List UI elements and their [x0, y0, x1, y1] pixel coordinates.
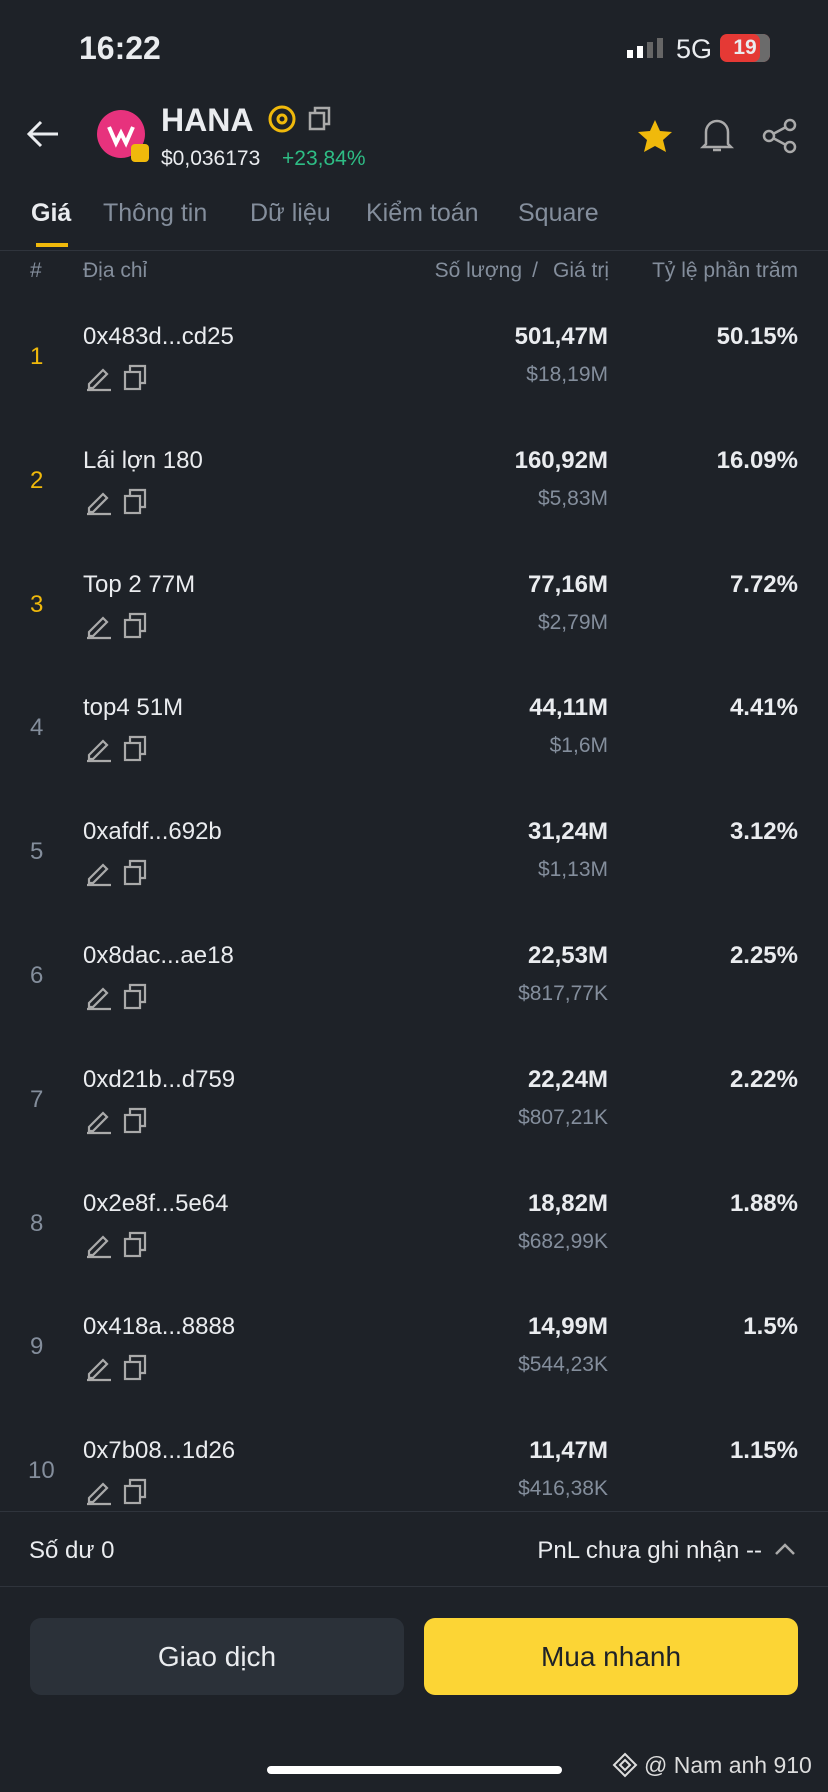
- value: $1,13M: [537, 858, 608, 882]
- column-header: Tỷ lệ phần trăm: [652, 259, 798, 282]
- value: $682,99K: [518, 1229, 608, 1253]
- amount: 11,47M: [529, 1437, 608, 1465]
- amount: 501,47M: [514, 323, 608, 350]
- amount: 22,24M: [527, 1065, 608, 1093]
- rank: 4: [30, 714, 44, 742]
- expand-icon[interactable]: [774, 1541, 796, 1557]
- back-button[interactable]: [26, 119, 60, 149]
- tab[interactable]: Giá: [31, 199, 72, 227]
- signal-icon: [627, 38, 663, 58]
- amount: 22,53M: [527, 942, 608, 969]
- percent: 3.12%: [729, 818, 798, 846]
- percent: 16.09%: [716, 446, 798, 474]
- rank: 10: [28, 1457, 55, 1485]
- tab[interactable]: Thông tin: [103, 199, 208, 227]
- row-actions[interactable]: [85, 1105, 155, 1135]
- percent: 2.25%: [729, 942, 798, 969]
- token-price: $0,036173: [161, 147, 261, 170]
- row-actions[interactable]: [85, 981, 155, 1011]
- tab[interactable]: Kiểm toán: [366, 199, 479, 227]
- address: 0xd21b...d759: [83, 1065, 236, 1093]
- token-icons: [268, 105, 331, 133]
- row-actions[interactable]: [85, 1229, 155, 1259]
- rank: 3: [30, 590, 44, 618]
- column-header: Giá trị: [552, 259, 609, 282]
- tab[interactable]: Square: [518, 199, 599, 227]
- percent: 50.15%: [716, 323, 798, 350]
- column-header: Địa chỉ: [83, 259, 148, 282]
- alert-button[interactable]: [700, 116, 734, 154]
- percent: 7.72%: [729, 570, 798, 598]
- network: 5G: [676, 34, 713, 64]
- column-header: #: [30, 259, 42, 282]
- trade-button[interactable]: Giao dịch: [30, 1618, 404, 1695]
- value: $416,38K: [518, 1477, 608, 1501]
- rank: 8: [30, 1209, 44, 1237]
- row-actions[interactable]: [85, 362, 155, 392]
- address: 0x7b08...1d26: [83, 1437, 236, 1465]
- amount: 31,24M: [527, 818, 608, 846]
- tab[interactable]: Dữ liệu: [250, 199, 331, 227]
- address: 0x2e8f...5e64: [83, 1189, 229, 1217]
- percent: 2.22%: [729, 1065, 798, 1093]
- battery: 19: [720, 34, 770, 62]
- address: Top 2 77M: [83, 570, 196, 598]
- address: 0x8dac...ae18: [83, 942, 234, 969]
- address: top4 51M: [83, 694, 184, 722]
- amount: 77,16M: [527, 570, 608, 598]
- percent: 1.5%: [743, 1313, 798, 1341]
- status-time: 16:22: [79, 30, 161, 66]
- address: Lái lợn 180: [83, 446, 203, 474]
- pnl[interactable]: PnL chưa ghi nhận --: [537, 1537, 762, 1564]
- rank: 1: [30, 343, 44, 370]
- amount: 160,92M: [514, 446, 608, 474]
- row-actions[interactable]: [85, 1352, 155, 1382]
- rank: 9: [30, 1333, 44, 1361]
- rank: 6: [30, 962, 44, 989]
- watermark-logo: [612, 1752, 638, 1778]
- amount: 18,82M: [527, 1189, 608, 1217]
- tab-indicator: [36, 243, 68, 247]
- favorite-button[interactable]: [636, 118, 674, 154]
- amount: 14,99M: [527, 1313, 608, 1341]
- row-actions[interactable]: [85, 733, 155, 763]
- divider: [0, 1511, 828, 1512]
- value: $1,6M: [549, 734, 608, 758]
- token-logo: [97, 110, 149, 162]
- address: 0x418a...8888: [83, 1313, 236, 1341]
- value: $544,23K: [518, 1353, 608, 1377]
- balance: Số dư 0: [29, 1537, 115, 1564]
- watermark: @ Nam anh 910: [644, 1752, 812, 1778]
- column-header: /: [532, 259, 538, 282]
- amount: 44,11M: [529, 694, 608, 722]
- divider: [0, 250, 828, 251]
- rank: 2: [30, 466, 44, 494]
- value: $5,83M: [537, 486, 608, 510]
- column-header: Số lượng: [434, 259, 522, 282]
- quick-buy-button[interactable]: Mua nhanh: [424, 1618, 798, 1695]
- rank: 5: [30, 838, 44, 866]
- address: 0xafdf...692b: [83, 818, 222, 846]
- home-indicator: [267, 1766, 562, 1774]
- share-button[interactable]: [762, 118, 798, 154]
- value: $2,79M: [537, 610, 608, 634]
- percent: 4.41%: [729, 694, 798, 722]
- address: 0x483d...cd25: [83, 323, 234, 350]
- divider: [0, 1586, 828, 1587]
- row-actions[interactable]: [85, 486, 155, 516]
- percent: 1.88%: [729, 1189, 798, 1217]
- row-actions[interactable]: [85, 610, 155, 640]
- row-actions[interactable]: [85, 857, 155, 887]
- value: $18,19M: [526, 363, 608, 386]
- rank: 7: [30, 1085, 44, 1113]
- price-change: +23,84%: [282, 147, 366, 170]
- row-actions[interactable]: [85, 1476, 155, 1506]
- value: $817,77K: [518, 982, 608, 1005]
- value: $807,21K: [518, 1105, 608, 1129]
- token-name: HANA: [161, 102, 254, 138]
- percent: 1.15%: [729, 1437, 798, 1465]
